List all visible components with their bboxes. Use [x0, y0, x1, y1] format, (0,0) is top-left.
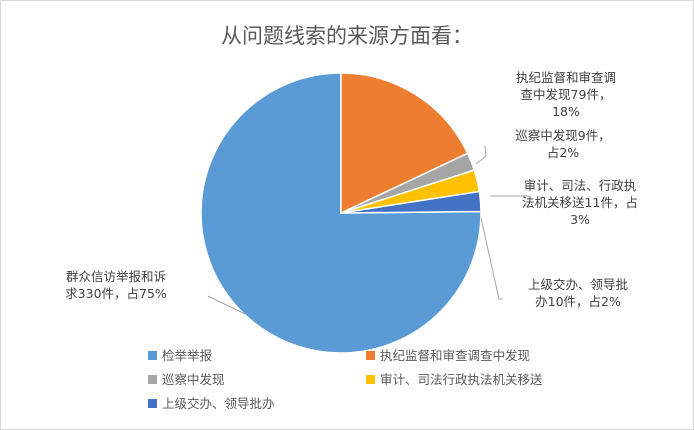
pie-slice-2 — [340, 72, 469, 215]
chart-title: 从问题线索的来源方面看： — [221, 24, 473, 48]
slice-label-2: 执纪监督和审查调查中发现79件， 18% — [516, 70, 616, 119]
leader-line-3 — [475, 145, 487, 165]
legend-label: 审计、司法行政执法机关移送 — [380, 372, 543, 387]
slice-label-5: 上级交办、领导批办10件，占2% — [528, 277, 628, 309]
pie-slice-5 — [340, 190, 482, 214]
legend-item-4: 审计、司法行政执法机关移送 — [366, 372, 543, 387]
legend-item-3: 巡察中发现 — [148, 372, 225, 387]
leader-line-5 — [480, 217, 503, 300]
legend-swatch — [366, 351, 375, 360]
slice-label-1: 群众信访举报和诉求330件，占75% — [65, 269, 167, 301]
legend-item-5: 上级交办、领导批办 — [148, 396, 275, 411]
legend-label: 巡察中发现 — [162, 372, 225, 387]
legend-swatch — [148, 375, 157, 384]
legend-label: 执纪监督和审查调查中发现 — [380, 348, 530, 363]
slice-label-3: 巡察中发现9件，占2% — [515, 128, 610, 160]
legend-label: 上级交办、领导批办 — [162, 396, 275, 411]
legend-label: 检举举报 — [162, 348, 213, 363]
leader-line-1 — [207, 295, 246, 315]
legend-item-2: 执纪监督和审查调查中发现 — [366, 348, 530, 363]
slice-label-4: 审计、司法、行政执法机关移送11件，占 3% — [522, 178, 638, 227]
legend-swatch — [366, 375, 375, 384]
legend-item-1: 检举举报 — [148, 348, 213, 363]
legend-swatch — [148, 351, 157, 360]
legend-swatch — [148, 399, 157, 408]
